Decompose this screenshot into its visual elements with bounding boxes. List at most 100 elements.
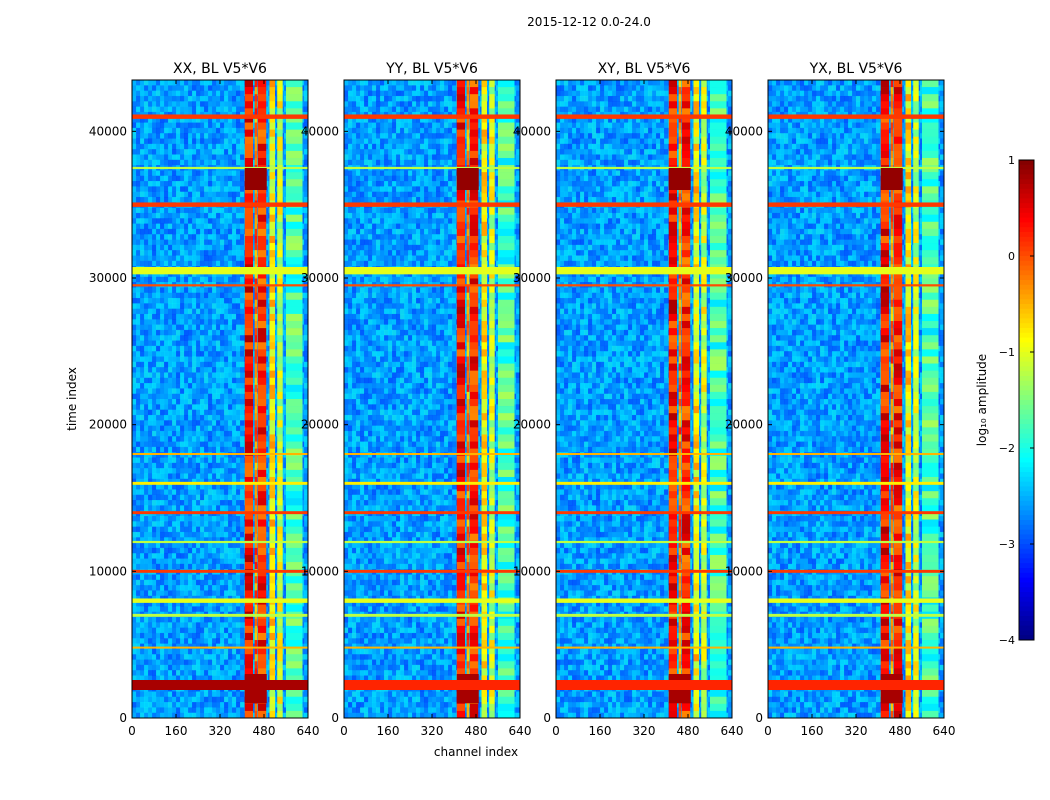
x-tick-label: 0: [128, 724, 136, 738]
rfi-row-8: [344, 540, 520, 544]
x-tick-label: 640: [933, 724, 956, 738]
y-tick-label: 10000: [513, 564, 551, 578]
channel-band-1: [254, 80, 258, 88]
panel-title: YX, BL V5*V6: [809, 61, 903, 77]
panel-xx: XX, BL V5*V6 0 160 320 480 640 0 10000 20000 3000…: [89, 61, 320, 738]
rfi-row-8: [132, 540, 308, 544]
hotspot-0: [244, 168, 267, 190]
y-tick-label: 20000: [725, 418, 763, 432]
channel-band-0: [668, 80, 677, 88]
rfi-row-6: [768, 481, 944, 485]
rfi-row-2: [132, 202, 308, 207]
y-tick-label: 40000: [301, 124, 339, 138]
x-tick-label: 640: [297, 724, 320, 738]
y-tick-label: 0: [755, 711, 763, 725]
rfi-row-1: [768, 166, 944, 170]
y-tick-label: 20000: [89, 418, 127, 432]
panel-title: XY, BL V5*V6: [598, 61, 691, 77]
rfi-row-0: [768, 114, 944, 119]
y-tick-label: 30000: [89, 271, 127, 285]
rfi-row-5: [132, 453, 308, 455]
rfi-row-0: [556, 114, 732, 119]
rfi-row-3: [132, 267, 308, 275]
rfi-row-6: [556, 481, 732, 485]
x-axis-label: channel index: [434, 745, 518, 759]
x-tick-label: 0: [764, 724, 772, 738]
y-tick-label: 30000: [725, 271, 763, 285]
y-tick-label: 40000: [513, 124, 551, 138]
rfi-row-7: [768, 511, 944, 515]
x-tick-label: 640: [509, 724, 532, 738]
channel-band-2: [257, 80, 267, 88]
panel-yx: YX, BL V5*V6 0 160 320 480 640 0 10000 20000 3000…: [725, 61, 956, 738]
colorbar-tick-label: −3: [999, 538, 1015, 551]
rfi-row-10: [344, 598, 520, 603]
y-tick-label: 10000: [725, 564, 763, 578]
channel-band-2: [893, 80, 903, 88]
rfi-row-3: [556, 267, 732, 275]
x-tick-label: 160: [165, 724, 188, 738]
low-time-burst: [556, 680, 732, 690]
channel-band-4: [277, 80, 283, 88]
y-tick-label: 20000: [301, 418, 339, 432]
rfi-row-0: [344, 114, 520, 119]
rfi-row-12: [768, 646, 944, 649]
rfi-row-4: [132, 284, 308, 287]
rfi-row-10: [768, 598, 944, 603]
rfi-row-3: [768, 267, 944, 275]
x-tick-label: 480: [889, 724, 912, 738]
panel-title: XX, BL V5*V6: [173, 61, 267, 77]
channel-band-1: [890, 80, 894, 88]
y-tick-label: 40000: [725, 124, 763, 138]
rfi-row-4: [768, 284, 944, 287]
rfi-row-5: [556, 453, 732, 455]
y-axis-label: time index: [65, 367, 79, 431]
colorbar-tick-label: 0: [1008, 250, 1015, 263]
channel-band-3: [905, 80, 911, 88]
y-tick-label: 40000: [89, 124, 127, 138]
rfi-row-12: [132, 646, 308, 649]
x-tick-label: 320: [209, 724, 232, 738]
rfi-row-7: [344, 511, 520, 515]
y-tick-label: 30000: [301, 271, 339, 285]
rfi-row-4: [344, 284, 520, 287]
rfi-row-0: [132, 114, 308, 119]
rfi-row-1: [556, 166, 732, 170]
heatmap-image: [556, 80, 732, 718]
x-tick-label: 320: [421, 724, 444, 738]
x-tick-label: 480: [677, 724, 700, 738]
hotspot-0: [456, 168, 479, 190]
rfi-row-9: [344, 569, 520, 573]
channel-band-2: [469, 80, 479, 88]
rfi-row-7: [132, 511, 308, 515]
colorbar-tick-label: −4: [999, 634, 1015, 647]
rfi-row-5: [344, 453, 520, 455]
y-tick-label: 0: [543, 711, 551, 725]
x-tick-label: 0: [340, 724, 348, 738]
x-tick-label: 480: [253, 724, 276, 738]
hotspot-0: [880, 168, 903, 190]
rfi-row-1: [344, 166, 520, 170]
x-tick-label: 160: [801, 724, 824, 738]
channel-band-0: [244, 80, 253, 88]
rfi-row-11: [768, 613, 944, 617]
y-tick-label: 0: [331, 711, 339, 725]
colorbar-tick-label: −2: [999, 442, 1015, 455]
channel-band-5: [922, 80, 939, 88]
channel-band-4: [489, 80, 495, 88]
colorbar-gradient: [1019, 160, 1034, 166]
rfi-row-8: [768, 540, 944, 544]
x-tick-label: 0: [552, 724, 560, 738]
colorbar-label: log₁₀ amplitude: [975, 354, 989, 446]
y-tick-label: 0: [119, 711, 127, 725]
panels: XX, BL V5*V6 0 160 320 480 640 0 10000 20000 3000…: [65, 61, 955, 759]
low-time-burst: [344, 680, 520, 690]
rfi-row-9: [556, 569, 732, 573]
low-time-burst: [768, 680, 944, 690]
rfi-row-9: [132, 569, 308, 573]
channel-band-1: [466, 80, 470, 88]
x-tick-label: 480: [465, 724, 488, 738]
y-tick-label: 10000: [301, 564, 339, 578]
channel-band-2: [681, 80, 691, 88]
